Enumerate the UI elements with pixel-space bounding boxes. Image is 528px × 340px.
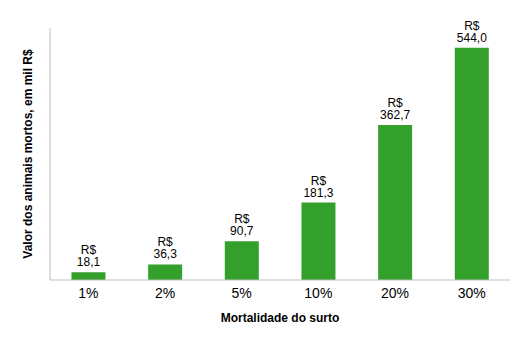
svg-text:R$18,1: R$18,1 xyxy=(77,243,101,269)
svg-text:10%: 10% xyxy=(304,285,332,301)
svg-text:R$90,7: R$90,7 xyxy=(230,212,254,238)
svg-text:R$362,7: R$362,7 xyxy=(380,96,410,122)
svg-text:Valor dos animais mortos, em m: Valor dos animais mortos, em mil R$ xyxy=(21,49,35,259)
svg-text:1%: 1% xyxy=(78,285,98,301)
svg-text:5%: 5% xyxy=(232,285,252,301)
svg-text:R$544,0: R$544,0 xyxy=(457,19,487,45)
svg-text:Mortalidade do surto: Mortalidade do surto xyxy=(221,311,340,325)
svg-text:20%: 20% xyxy=(381,285,409,301)
svg-text:R$36,3: R$36,3 xyxy=(153,235,177,261)
svg-text:2%: 2% xyxy=(155,285,175,301)
svg-text:30%: 30% xyxy=(458,285,486,301)
svg-text:R$181,3: R$181,3 xyxy=(303,174,333,200)
